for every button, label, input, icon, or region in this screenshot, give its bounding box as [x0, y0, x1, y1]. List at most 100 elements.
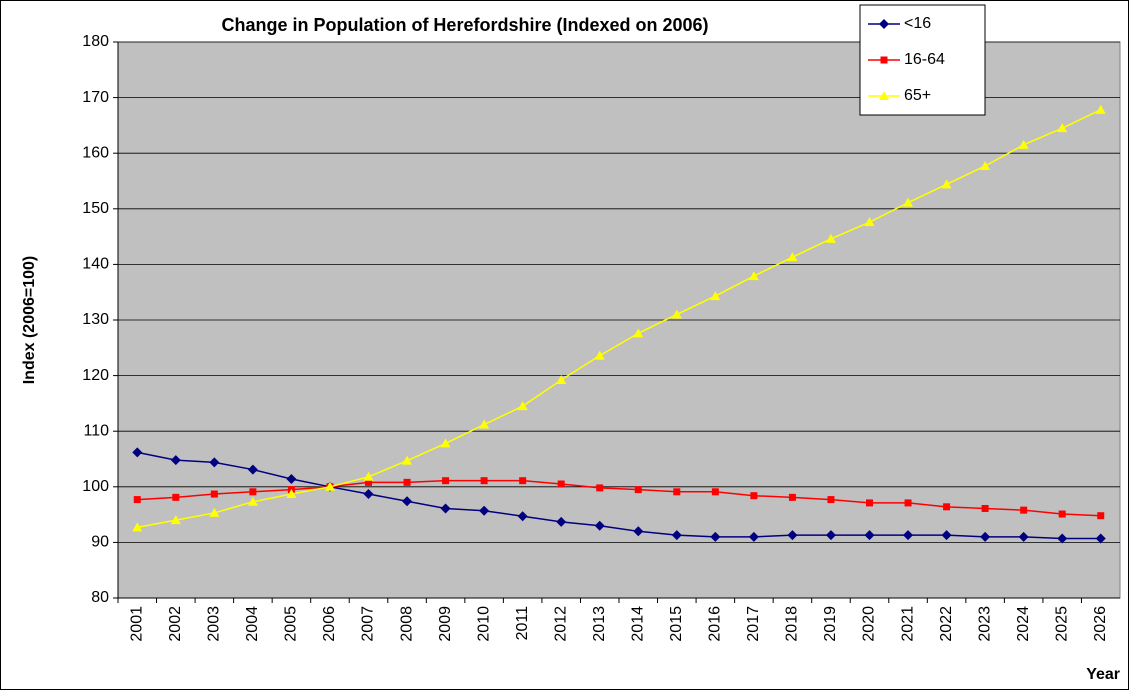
data-point — [711, 488, 719, 496]
x-tick-label: 2015 — [668, 606, 685, 642]
data-point — [480, 477, 488, 485]
data-point — [403, 478, 411, 486]
data-point — [941, 530, 952, 541]
legend-marker — [879, 19, 889, 29]
data-point — [827, 496, 835, 504]
data-point — [363, 471, 374, 481]
data-point — [517, 511, 528, 522]
data-point — [402, 455, 413, 465]
data-point — [941, 179, 952, 189]
series-line — [137, 479, 1101, 517]
data-point — [748, 271, 759, 281]
data-point — [132, 447, 143, 458]
x-tick-label: 2020 — [861, 606, 878, 642]
series-line — [137, 451, 1101, 540]
data-point — [671, 309, 682, 319]
x-tick-label: 2026 — [1092, 606, 1109, 642]
legend-marker — [880, 56, 888, 64]
data-point — [247, 496, 258, 506]
data-point — [864, 530, 875, 541]
x-tick-label: 2013 — [591, 606, 608, 642]
data-point — [479, 419, 490, 429]
x-tick-label: 2017 — [745, 606, 762, 642]
data-point — [673, 488, 681, 496]
data-point — [210, 490, 218, 498]
data-point — [750, 492, 758, 500]
data-point — [1095, 533, 1106, 544]
x-tick-label: 2014 — [629, 606, 646, 642]
x-axis-label: Year — [1086, 666, 1120, 683]
data-point — [517, 401, 528, 411]
data-point — [1020, 506, 1028, 514]
x-tick-label: 2025 — [1053, 606, 1070, 642]
data-point — [519, 477, 527, 485]
x-tick-label: 2018 — [784, 606, 801, 642]
data-point — [402, 496, 413, 507]
data-point — [1095, 104, 1106, 114]
data-point — [365, 478, 372, 486]
data-point — [170, 455, 181, 466]
data-point — [170, 515, 181, 525]
y-tick-label: 150 — [82, 200, 109, 217]
data-point — [787, 530, 798, 541]
data-point — [904, 499, 912, 507]
data-point — [943, 503, 951, 511]
x-tick-label: 2011 — [514, 606, 531, 641]
y-tick-label: 160 — [82, 144, 109, 161]
data-point — [903, 530, 914, 541]
legend-label: <16 — [904, 15, 931, 32]
x-tick-label: 2010 — [475, 606, 492, 642]
x-tick-label: 2009 — [437, 606, 454, 642]
y-tick-label: 170 — [82, 89, 109, 106]
data-point — [556, 516, 567, 527]
data-point — [209, 457, 220, 468]
data-point — [133, 496, 141, 504]
data-point — [1097, 512, 1105, 520]
data-point — [172, 493, 180, 501]
data-point — [479, 505, 490, 516]
x-tick-label: 2019 — [822, 606, 839, 642]
data-point — [825, 233, 836, 243]
data-point — [286, 474, 297, 485]
data-point — [1018, 531, 1029, 542]
data-point — [1057, 533, 1068, 544]
y-axis-label: Index (2006=100) — [21, 256, 38, 385]
data-point — [209, 507, 220, 517]
data-point — [710, 291, 721, 301]
y-tick-label: 90 — [91, 534, 109, 551]
x-tick-label: 2004 — [244, 606, 261, 642]
data-point — [440, 503, 451, 514]
data-point — [1018, 139, 1029, 149]
x-tick-label: 2008 — [398, 606, 415, 642]
x-tick-label: 2021 — [899, 606, 916, 642]
x-tick-label: 2002 — [167, 606, 184, 642]
data-point — [557, 480, 565, 488]
y-tick-label: 110 — [83, 422, 109, 439]
data-point — [1057, 123, 1068, 133]
x-tick-label: 2005 — [283, 606, 300, 642]
data-point — [596, 484, 604, 492]
data-point — [710, 531, 721, 542]
data-point — [594, 350, 605, 360]
y-tick-label: 140 — [82, 256, 109, 273]
data-point — [440, 438, 451, 448]
data-point — [864, 217, 875, 227]
data-point — [980, 160, 991, 170]
data-point — [671, 530, 682, 541]
data-point — [633, 526, 644, 537]
x-tick-label: 2006 — [321, 606, 338, 642]
data-point — [981, 504, 989, 512]
data-point — [132, 522, 143, 532]
data-point — [442, 477, 450, 485]
x-tick-label: 2023 — [976, 606, 993, 642]
y-tick-label: 120 — [82, 367, 109, 384]
data-point — [788, 493, 796, 501]
x-tick-label: 2012 — [552, 606, 569, 642]
data-point — [748, 531, 759, 542]
data-point — [363, 489, 374, 500]
data-point — [594, 520, 605, 531]
data-point — [633, 328, 644, 338]
legend-label: 65+ — [904, 87, 931, 104]
series-line — [137, 109, 1102, 529]
